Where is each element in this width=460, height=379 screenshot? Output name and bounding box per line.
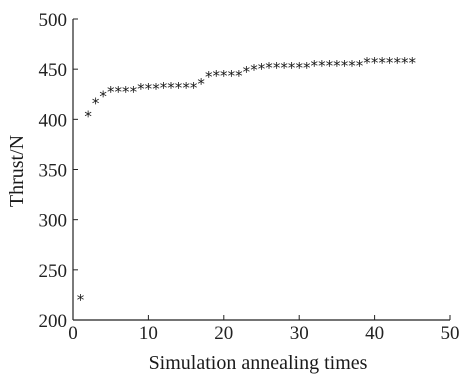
y-tick-label: 250 bbox=[39, 261, 68, 282]
data-point: * bbox=[182, 79, 190, 97]
y-tick-label: 500 bbox=[39, 10, 68, 31]
data-point: * bbox=[114, 83, 122, 101]
data-points: *** * * * * * * * * * * * * * * * * * * * * * * * * * * * * * * * * * * * * *… bbox=[77, 54, 417, 309]
y-axis-label: Thrust/N bbox=[6, 135, 28, 207]
data-point: * bbox=[243, 63, 251, 81]
data-point: * bbox=[197, 75, 205, 93]
x-tick-label: 50 bbox=[441, 323, 460, 344]
y-tick-label: 450 bbox=[39, 60, 68, 81]
ticks: 0 10 20 30 40 50 200 250 300 350 400 450 500 bbox=[39, 10, 460, 344]
data-point: * bbox=[311, 57, 319, 75]
y-tick-label: 300 bbox=[39, 211, 68, 232]
data-point: * bbox=[145, 80, 153, 98]
data-point: * bbox=[273, 59, 281, 77]
x-tick-label: 10 bbox=[139, 323, 158, 344]
data-point: * bbox=[288, 59, 296, 77]
data-point: * bbox=[152, 80, 160, 98]
data-point: * bbox=[213, 67, 221, 85]
data-point: * bbox=[401, 54, 409, 72]
x-tick-label: 0 bbox=[68, 323, 78, 344]
data-point: * bbox=[220, 67, 228, 85]
data-point: * bbox=[318, 57, 326, 75]
data-point: * bbox=[280, 59, 288, 77]
data-point: * bbox=[175, 79, 183, 97]
data-point: * bbox=[235, 67, 243, 85]
data-point: * bbox=[205, 68, 213, 86]
x-axis-label: Simulation annealing times bbox=[149, 352, 368, 374]
data-point: * bbox=[130, 83, 138, 101]
data-point: * bbox=[303, 59, 311, 77]
x-tick-label: 30 bbox=[290, 323, 309, 344]
data-point: * bbox=[386, 54, 394, 72]
x-tick-label: 40 bbox=[365, 323, 384, 344]
data-point: * bbox=[77, 291, 85, 309]
x-tick-label: 20 bbox=[214, 323, 233, 344]
data-point: * bbox=[393, 54, 401, 72]
data-point: * bbox=[250, 61, 258, 79]
data-point: * bbox=[107, 83, 115, 101]
data-point: * bbox=[228, 67, 236, 85]
data-point: * bbox=[258, 60, 266, 78]
y-tick-label: 400 bbox=[39, 110, 68, 131]
data-point: * bbox=[356, 57, 364, 75]
data-point: * bbox=[295, 59, 303, 77]
data-point: * bbox=[122, 83, 130, 101]
data-point: * bbox=[348, 57, 356, 75]
data-point: * bbox=[378, 54, 386, 72]
data-point: * bbox=[190, 79, 198, 97]
data-point: * bbox=[409, 54, 417, 72]
data-point: * bbox=[160, 79, 168, 97]
data-point: * bbox=[84, 107, 92, 125]
data-point: * bbox=[333, 57, 341, 75]
data-point: * bbox=[363, 54, 371, 72]
data-point: * bbox=[137, 80, 145, 98]
y-tick-label: 200 bbox=[39, 311, 68, 332]
data-point: * bbox=[371, 54, 379, 72]
data-point: * bbox=[92, 94, 100, 112]
data-point: * bbox=[167, 79, 175, 97]
y-tick-label: 350 bbox=[39, 161, 68, 182]
data-point: * bbox=[341, 57, 349, 75]
data-point: * bbox=[99, 87, 107, 105]
data-point: * bbox=[265, 59, 273, 77]
data-point: * bbox=[326, 57, 334, 75]
